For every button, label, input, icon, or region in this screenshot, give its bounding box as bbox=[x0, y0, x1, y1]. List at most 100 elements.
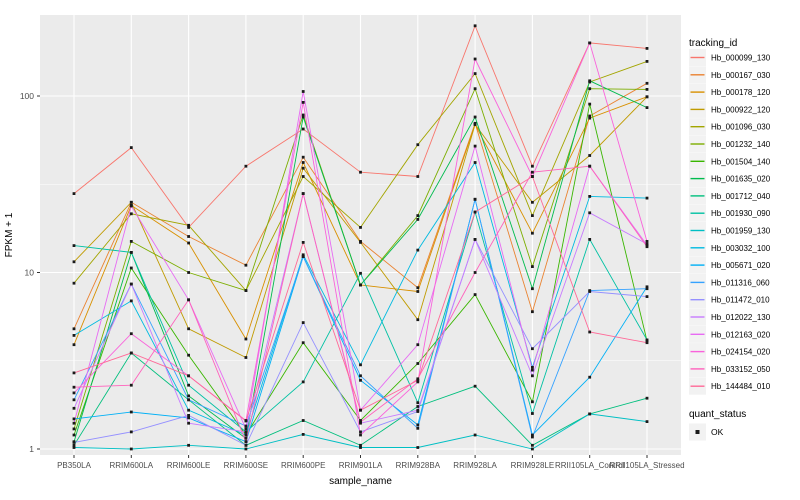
data-point bbox=[645, 47, 649, 50]
data-point bbox=[531, 347, 534, 351]
data-point bbox=[129, 282, 133, 286]
data-point bbox=[187, 383, 190, 387]
quant-ok-point-icon bbox=[695, 430, 700, 434]
legend-entry-label: Hb_144484_010 bbox=[711, 382, 771, 391]
data-point bbox=[129, 447, 133, 451]
data-point bbox=[359, 419, 362, 422]
data-point bbox=[129, 212, 133, 216]
data-point bbox=[187, 327, 190, 331]
data-point bbox=[645, 420, 649, 423]
data-point bbox=[416, 405, 420, 408]
data-point bbox=[129, 430, 133, 434]
data-point bbox=[244, 424, 248, 428]
data-point bbox=[244, 447, 248, 451]
data-point bbox=[416, 446, 420, 449]
data-point bbox=[416, 290, 420, 293]
data-point bbox=[645, 396, 649, 400]
data-point bbox=[588, 154, 592, 157]
data-point bbox=[301, 380, 305, 384]
data-point bbox=[72, 406, 76, 410]
data-point bbox=[72, 260, 76, 264]
data-point bbox=[473, 293, 477, 296]
data-point bbox=[645, 245, 649, 249]
x-axis-title: sample_name bbox=[329, 476, 392, 487]
data-point bbox=[473, 87, 477, 91]
data-point bbox=[588, 330, 592, 334]
legend-entry-Hb_001504_140: Hb_001504_140 bbox=[689, 152, 771, 170]
data-point bbox=[359, 241, 362, 244]
data-point bbox=[473, 161, 477, 164]
y-axis-title: FPKM + 1 bbox=[4, 212, 15, 257]
data-point bbox=[473, 144, 477, 148]
x-tick-label: RRII105LA_Control bbox=[555, 461, 625, 470]
data-point bbox=[129, 251, 133, 254]
data-point bbox=[416, 401, 420, 405]
legend-entry-label: Hb_001504_140 bbox=[711, 157, 771, 166]
data-point bbox=[416, 318, 420, 322]
data-point bbox=[588, 164, 592, 168]
data-point bbox=[473, 384, 477, 388]
x-tick-label: RRIM600LE bbox=[167, 461, 211, 470]
data-point bbox=[129, 240, 133, 243]
data-point bbox=[416, 426, 420, 430]
data-point bbox=[187, 241, 190, 245]
data-point bbox=[473, 57, 477, 61]
data-point bbox=[301, 241, 305, 244]
data-point bbox=[301, 433, 305, 436]
data-point bbox=[531, 447, 534, 451]
data-point bbox=[301, 253, 305, 257]
data-point bbox=[359, 430, 362, 434]
data-point bbox=[416, 143, 420, 147]
legend-entry-label: Hb_012022_130 bbox=[711, 313, 771, 322]
legend-entry-Hb_005671_020: Hb_005671_020 bbox=[689, 256, 771, 274]
data-point bbox=[187, 443, 190, 447]
data-point bbox=[531, 435, 534, 439]
data-point bbox=[72, 433, 76, 437]
data-point bbox=[301, 321, 305, 324]
data-point bbox=[244, 337, 248, 341]
data-point bbox=[244, 433, 248, 437]
legend-entry-label: Hb_001959_130 bbox=[711, 227, 771, 236]
legend-entry-Hb_003032_100: Hb_003032_100 bbox=[689, 239, 771, 257]
data-point bbox=[531, 412, 534, 415]
legend-entry-label: Hb_024154_020 bbox=[711, 348, 771, 357]
data-point bbox=[359, 271, 362, 275]
data-point bbox=[531, 214, 534, 217]
data-point bbox=[129, 332, 133, 336]
data-point bbox=[359, 408, 362, 412]
legend-entry-Hb_001635_020: Hb_001635_020 bbox=[689, 170, 771, 188]
legend-entry-Hb_011316_060: Hb_011316_060 bbox=[689, 273, 770, 291]
legend-entry-label: Hb_033152_050 bbox=[711, 365, 771, 374]
data-point bbox=[645, 106, 649, 109]
data-point bbox=[359, 283, 362, 287]
data-point bbox=[645, 243, 649, 247]
data-point bbox=[129, 204, 133, 208]
data-point bbox=[588, 114, 592, 118]
data-point bbox=[588, 102, 592, 106]
legend-entry-Hb_000178_120: Hb_000178_120 bbox=[689, 83, 771, 101]
data-point bbox=[301, 192, 305, 195]
data-point bbox=[645, 338, 649, 342]
data-point bbox=[301, 113, 305, 117]
data-point bbox=[359, 446, 362, 449]
data-point bbox=[416, 286, 420, 290]
data-point bbox=[187, 226, 190, 229]
data-point bbox=[244, 430, 248, 434]
y-tick-label: 1 bbox=[29, 444, 34, 454]
data-point bbox=[645, 81, 649, 85]
data-point bbox=[244, 443, 248, 447]
legend-entry-label: Hb_001930_090 bbox=[711, 209, 771, 218]
data-point bbox=[588, 41, 592, 45]
data-point bbox=[72, 427, 76, 431]
data-point bbox=[72, 334, 76, 337]
data-point bbox=[359, 226, 362, 229]
data-point bbox=[473, 271, 477, 274]
data-point bbox=[129, 383, 133, 387]
data-point bbox=[72, 446, 76, 449]
x-tick-label: PB350LA bbox=[57, 461, 91, 470]
data-point bbox=[187, 394, 190, 398]
data-point bbox=[129, 410, 133, 414]
data-point bbox=[72, 421, 76, 425]
legend-entry-label: Hb_001635_020 bbox=[711, 175, 771, 184]
